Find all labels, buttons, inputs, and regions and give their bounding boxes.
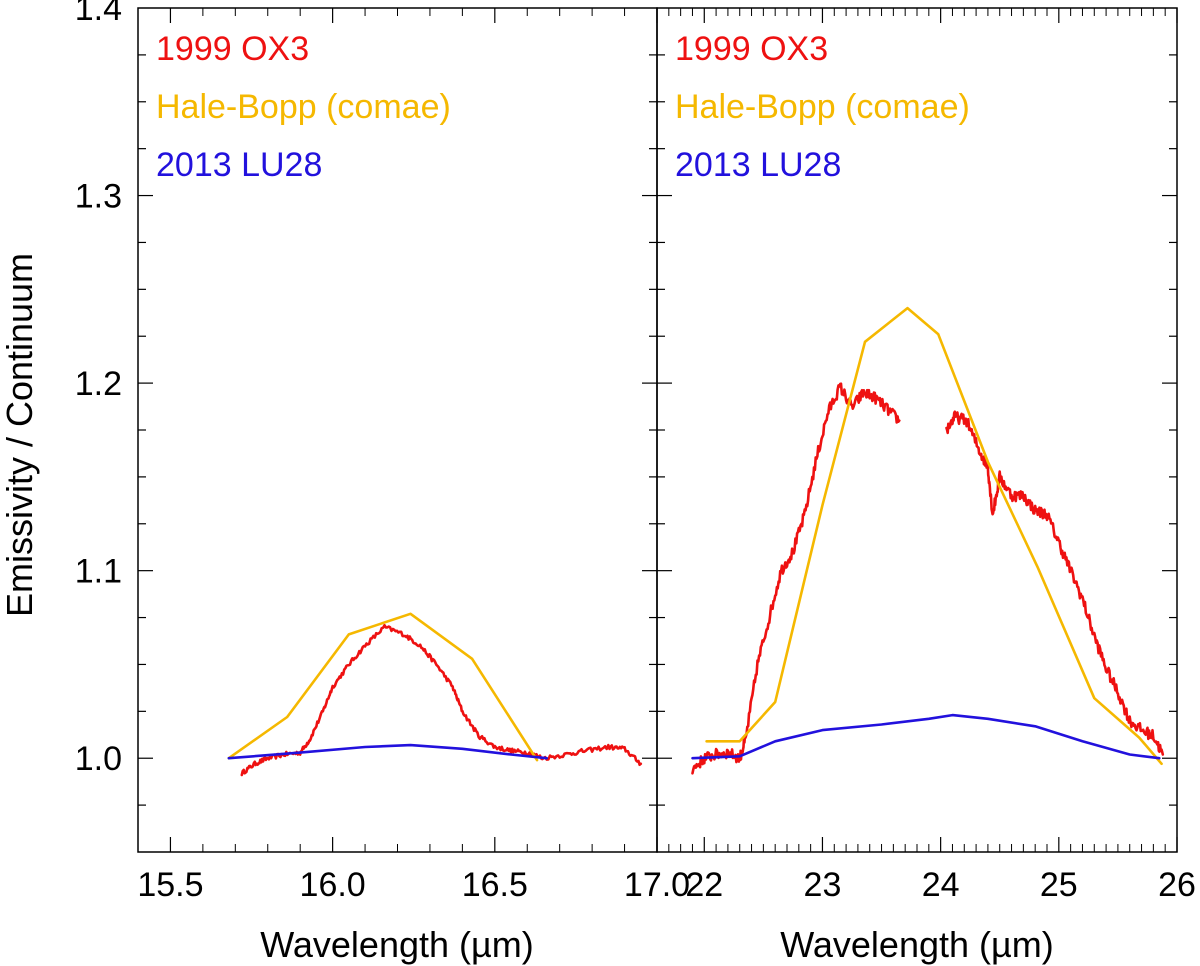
legend-entry: Hale-Bopp (comae) [156, 88, 451, 126]
x-tick-label: 25 [1040, 866, 1078, 904]
legend-entry: 2013 LU28 [675, 146, 841, 184]
legend-entry: 1999 OX3 [675, 30, 828, 68]
x-axis-label-right: Wavelength (µm) [780, 924, 1053, 965]
y-tick-label: 1.3 [75, 178, 122, 216]
legend-entry: 1999 OX3 [156, 30, 309, 68]
x-axis-label-left: Wavelength (µm) [260, 924, 533, 965]
series-line-1999-ox3 [945, 410, 1165, 756]
x-tick-label: 26 [1158, 866, 1196, 904]
y-tick-label: 1.2 [75, 365, 122, 403]
legend-entry: Hale-Bopp (comae) [675, 88, 970, 126]
x-tick-label: 22 [685, 866, 723, 904]
series-line-1999-ox3 [691, 382, 901, 775]
y-tick-label: 1.1 [75, 553, 122, 591]
right-panel: Wavelength (µm) 22 23 24 25 26 1999 OX3 Hale-B… [656, 7, 1196, 965]
y-axis-label: Emissivity / Continuum [0, 253, 40, 617]
series-line-1999-ox3 [240, 623, 643, 777]
plot-frame-1 [656, 7, 1178, 853]
left-panel: Wavelength (µm) 15.5 16.0 16.5 17.0 1999 OX3… [137, 7, 690, 965]
series-line-hale-bopp-comae [705, 306, 1163, 766]
series-line-2013-lu28 [227, 743, 549, 760]
x-tick-label: 15.5 [137, 866, 203, 904]
x-tick-label: 24 [922, 866, 960, 904]
y-tick-label: 1.0 [75, 740, 122, 778]
series-line-hale-bopp-comae [227, 612, 539, 762]
x-tick-label: 16.0 [300, 866, 366, 904]
legend-entry: 2013 LU28 [156, 146, 322, 184]
x-tick-label: 17.0 [624, 866, 690, 904]
series-line-2013-lu28 [691, 713, 1161, 760]
y-tick-label: 1.4 [75, 0, 122, 28]
plot-frame-0 [137, 7, 658, 853]
x-tick-label: 23 [804, 866, 842, 904]
x-tick-label: 16.5 [462, 866, 528, 904]
